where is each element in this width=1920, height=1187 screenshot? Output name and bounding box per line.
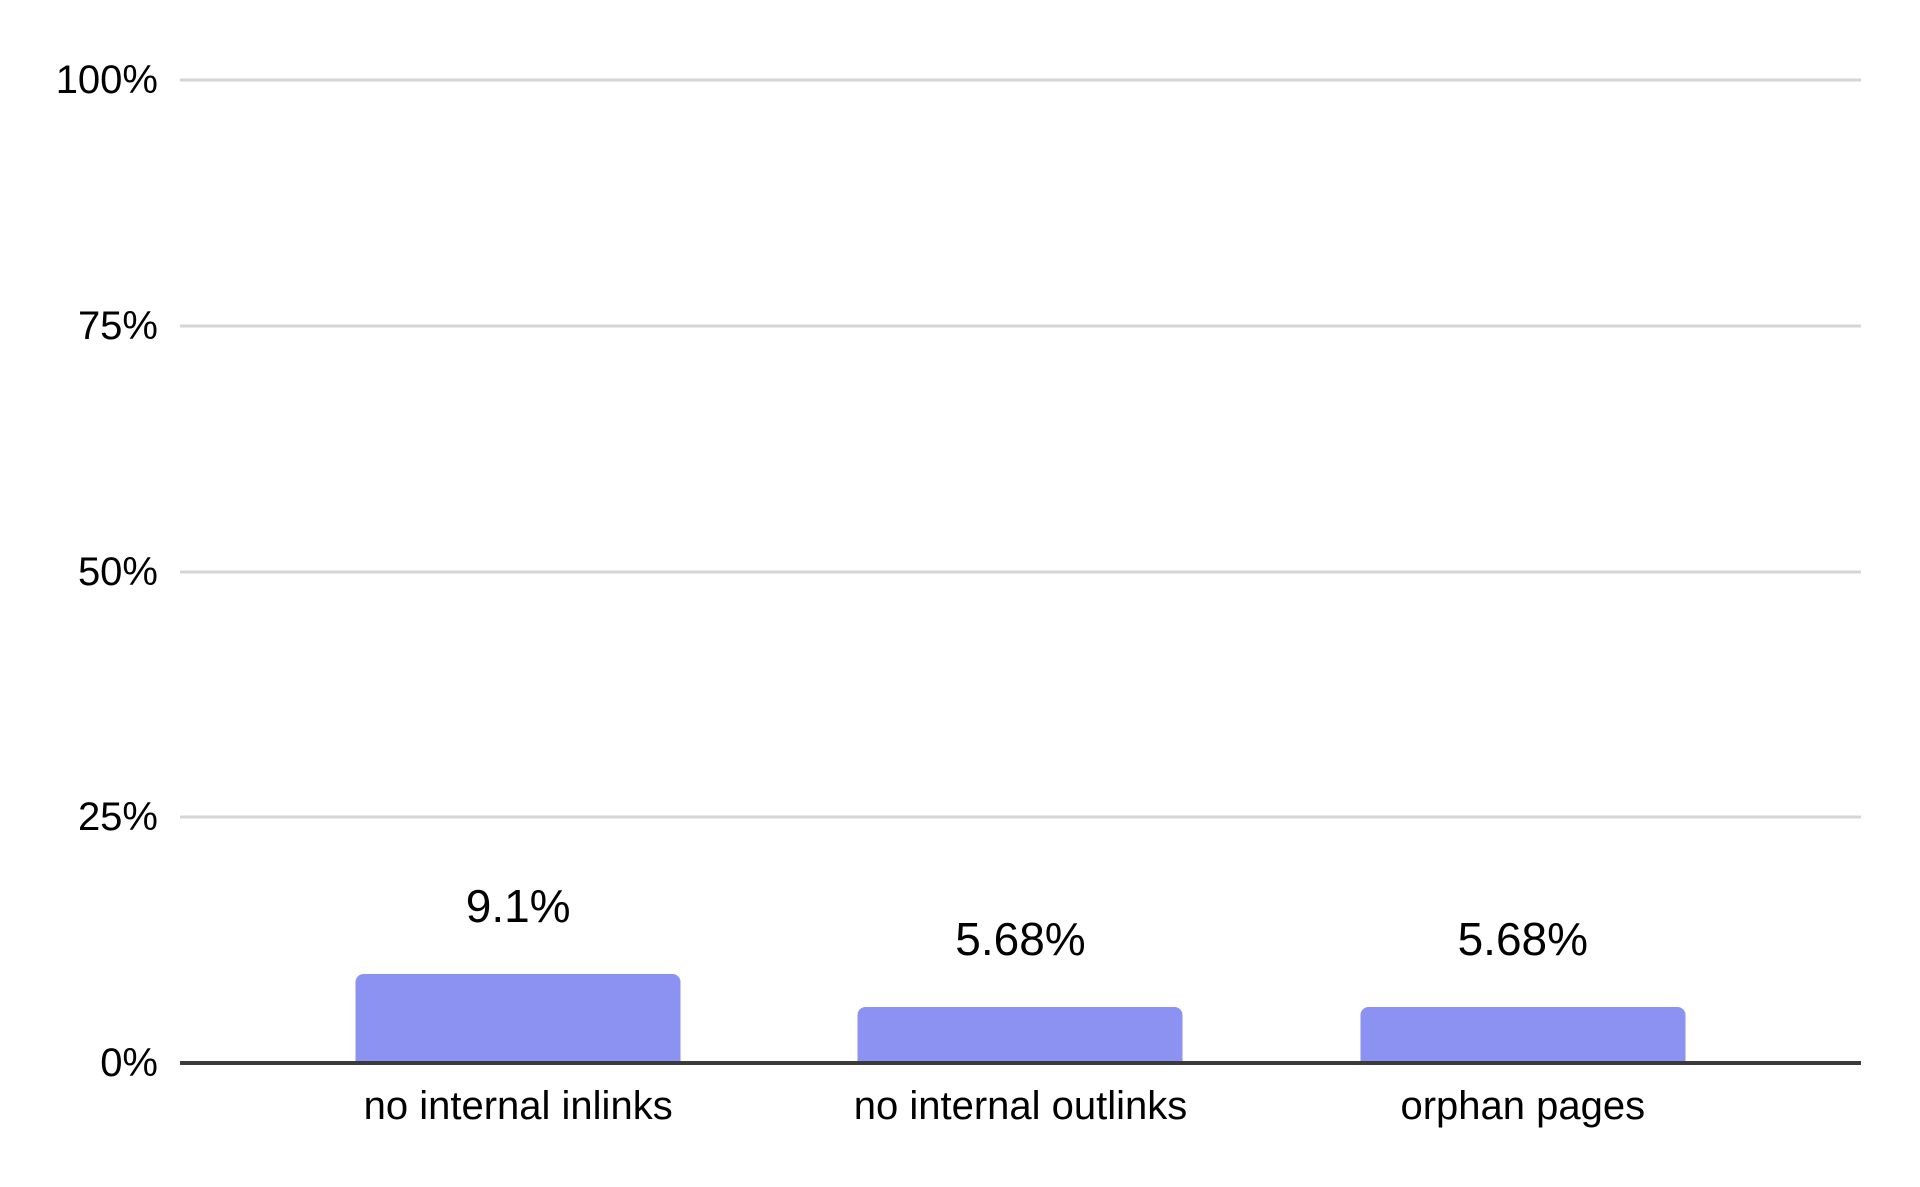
y-tick-label: 0% (100, 1041, 158, 1085)
x-axis-line (180, 1061, 1861, 1065)
x-axis-labels: no internal inlinks no internal outlinks o… (267, 1083, 1774, 1129)
gridline (180, 324, 1861, 328)
bar (1360, 1007, 1686, 1063)
bars-area: 9.1% 5.68% 5.68% (267, 80, 1774, 1063)
y-tick-label: 75% (77, 303, 158, 348)
gridline (180, 570, 1861, 573)
bar-column: 9.1% (267, 80, 769, 1063)
bar-value-label: 9.1% (465, 879, 571, 932)
y-tick-label: 50% (77, 549, 158, 594)
bar-value-label: 5.68% (955, 913, 1086, 966)
gridline (180, 78, 1861, 82)
bar (355, 973, 681, 1063)
x-category-label: no internal outlinks (853, 1084, 1188, 1128)
gridline (180, 815, 1861, 819)
bar-column: 5.68% (1272, 80, 1774, 1063)
y-tick-label: 25% (77, 795, 158, 840)
y-tick-label: 100% (55, 58, 158, 102)
x-category-label: no internal inlinks (363, 1084, 673, 1128)
bar-column: 5.68% (769, 80, 1271, 1063)
bar (857, 1007, 1183, 1063)
x-category-label: orphan pages (1400, 1084, 1646, 1128)
plot-area: 9.1% 5.68% 5.68% no internal inlinks no int… (56, 60, 1861, 1128)
bar-value-label: 5.68% (1457, 913, 1589, 966)
